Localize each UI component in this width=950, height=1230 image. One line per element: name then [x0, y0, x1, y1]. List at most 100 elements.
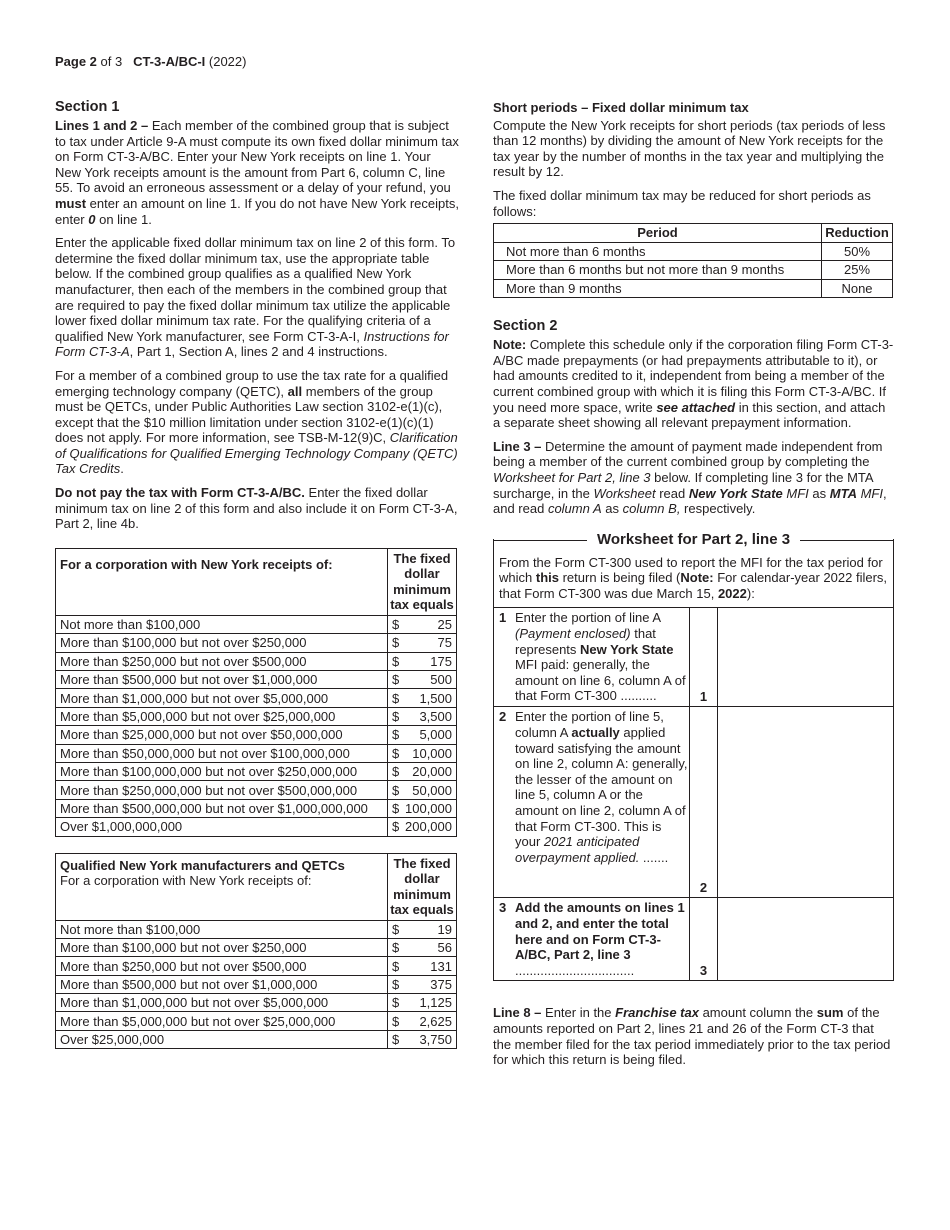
text-run: .......: [639, 849, 669, 865]
line-label: 3: [689, 898, 718, 981]
currency-symbol: $: [387, 651, 400, 672]
receipts-range: More than $25,000,000 but not over $50,0…: [55, 725, 388, 745]
currency-symbol: $: [387, 633, 400, 653]
table-row: Not more than $100,000 $25: [55, 614, 457, 635]
text-run: Compute the New York receipts for short …: [493, 117, 886, 180]
text-run: 2022: [717, 585, 747, 601]
text-run: Worksheet for Part 2, line 3: [493, 469, 651, 485]
text-run: that represents: [515, 626, 656, 657]
period: Not more than 6 months: [493, 241, 822, 262]
text-run: see attached: [656, 399, 736, 415]
text-run: MFI paid: generally, the amount on line …: [515, 657, 686, 704]
table-row: More than $250,000 but not over $500,000…: [55, 956, 457, 976]
page-count: of 3: [96, 54, 123, 69]
short-periods-paragraph: Compute the New York receipts for short …: [493, 118, 895, 180]
table-row: More than $500,000 but not over $1,000,0…: [55, 974, 457, 995]
text-run: in this section, and attach a separate s…: [493, 399, 886, 431]
line-1-amount-field[interactable]: [718, 608, 893, 706]
fixed-dollar-paragraph: Enter the applicable fixed dollar minimu…: [55, 235, 459, 360]
text-run: Add the amounts on lines 1 and 2, and en…: [515, 900, 685, 963]
table-header-tax: The fixed dollar minimum tax equals: [387, 852, 457, 921]
line-instructions: Enter the portion of line A (Payment enc…: [515, 610, 689, 704]
short-periods-title: Short periods – Fixed dollar minimum tax: [493, 100, 749, 115]
section-2-note: Note: Complete this schedule only if the…: [493, 337, 895, 431]
tax-amount: 1,500: [400, 688, 457, 708]
text-run: this: [535, 570, 559, 586]
period: More than 9 months: [493, 278, 822, 299]
text-run: enter an amount on line 1. If you do not…: [55, 195, 459, 227]
receipts-range: More than $5,000,000 but not over $25,00…: [55, 1011, 388, 1031]
table-row: More than $100,000 but not over $250,000…: [55, 937, 457, 958]
receipts-range: More than $500,000 but not over $1,000,0…: [55, 974, 388, 995]
line-instructions: Add the amounts on lines 1 and 2, and en…: [515, 900, 689, 978]
table-row: More than $100,000,000 but not over $250…: [55, 761, 457, 782]
tax-amount: 50,000: [400, 780, 457, 800]
do-not-pay-paragraph: Do not pay the tax with Form CT-3-A/BC. …: [55, 485, 459, 532]
table-row: More than $1,000,000 but not over $5,000…: [55, 993, 457, 1013]
text-run: Enter the fixed dollar minimum tax on li…: [55, 485, 458, 532]
table-header-receipts: For a corporation with New York receipts…: [60, 873, 312, 889]
tax-amount: 200,000: [400, 817, 457, 837]
worksheet-line-2: 2 Enter the portion of line 5, column A a…: [494, 707, 893, 899]
text-run: Line 8 –: [493, 1005, 542, 1021]
worksheet-line-3: 3 Add the amounts on lines 1 and 2, and e…: [494, 898, 893, 981]
receipts-range: Over $25,000,000: [55, 1029, 388, 1050]
text-run: Enter in the: [541, 1005, 616, 1021]
text-run: New York State: [580, 641, 674, 657]
fixed-dollar-table: For a corporation with New York receipts…: [55, 547, 457, 837]
text-run: MFI: [860, 485, 883, 501]
currency-symbol: $: [387, 1011, 400, 1031]
text-run: Enter the applicable fixed dollar minimu…: [55, 235, 456, 344]
currency-symbol: $: [387, 974, 400, 995]
tax-amount: 20,000: [400, 761, 457, 782]
text-run: The fixed dollar minimum tax may be redu…: [493, 187, 871, 219]
qualified-manufacturers-table: Qualified New York manufacturers and QET…: [55, 852, 457, 1050]
currency-symbol: $: [387, 919, 400, 939]
line-number: 1: [499, 610, 507, 626]
line-8-paragraph: Line 8 – Enter in the Franchise tax amou…: [493, 1005, 895, 1067]
text-run: 2021 anticipated overpayment applied.: [515, 834, 640, 865]
tax-amount: 10,000: [400, 743, 457, 763]
text-run: read: [655, 485, 689, 501]
table-row: More than $25,000,000 but not over $50,0…: [55, 725, 457, 745]
text-run: respectively.: [680, 501, 756, 517]
receipts-range: More than $50,000,000 but not over $100,…: [55, 743, 388, 763]
lines-1-2-paragraph: Lines 1 and 2 – Each member of the combi…: [55, 118, 459, 227]
section-1-title: Section 1: [55, 99, 120, 115]
tax-amount: 375: [400, 974, 457, 995]
worksheet: Worksheet for Part 2, line 3 From the Fo…: [493, 530, 894, 982]
text-run: .................................: [515, 962, 635, 978]
currency-symbol: $: [387, 956, 400, 976]
worksheet-title: Worksheet for Part 2, line 3: [586, 530, 801, 548]
text-run: .: [120, 461, 124, 477]
section-2: Section 2 Note: Complete this schedule o…: [493, 318, 895, 517]
text-run: Each member of the combined group that i…: [55, 118, 459, 196]
section-1: Section 1 Lines 1 and 2 – Each member of…: [55, 99, 459, 227]
tax-amount: 5,000: [400, 725, 457, 745]
tax-amount: 3,500: [400, 706, 457, 727]
text-run: of the amounts reported on Part 2, lines…: [493, 1005, 891, 1068]
col-period: Period: [493, 223, 822, 243]
text-run: Line 3 –: [493, 438, 542, 454]
line-3-paragraph: Line 3 – Determine the amount of payment…: [493, 439, 895, 517]
receipts-range: More than $500,000,000 but not over $1,0…: [55, 798, 388, 819]
reduction: 25%: [821, 260, 893, 280]
table-header-tax: The fixed dollar minimum tax equals: [387, 547, 457, 616]
text-run: members of the group must be QETCs, unde…: [55, 383, 443, 446]
line-2-amount-field[interactable]: [718, 707, 893, 897]
reduction: 50%: [821, 241, 893, 262]
worksheet-intro: From the Form CT-300 used to report the …: [494, 539, 893, 609]
line-number: 3: [499, 900, 507, 916]
line-3-amount-field[interactable]: [718, 898, 893, 980]
table-row: More than $5,000,000 but not over $25,00…: [55, 1011, 457, 1031]
page-header: Page 2 of 3 CT-3-A/BC-I (2022): [55, 54, 246, 70]
tax-amount: 1,125: [400, 993, 457, 1013]
table-row: More than $500,000 but not over $1,000,0…: [55, 670, 457, 690]
text-run: From the Form CT-300 used to report the …: [499, 554, 883, 586]
table-row: More than $50,000,000 but not over $100,…: [55, 743, 457, 763]
receipts-range: More than $500,000 but not over $1,000,0…: [55, 670, 388, 690]
form-year: (2022): [205, 54, 247, 69]
currency-symbol: $: [387, 725, 400, 745]
currency-symbol: $: [387, 743, 400, 763]
text-run: For a member of a combined group to use …: [55, 367, 449, 399]
